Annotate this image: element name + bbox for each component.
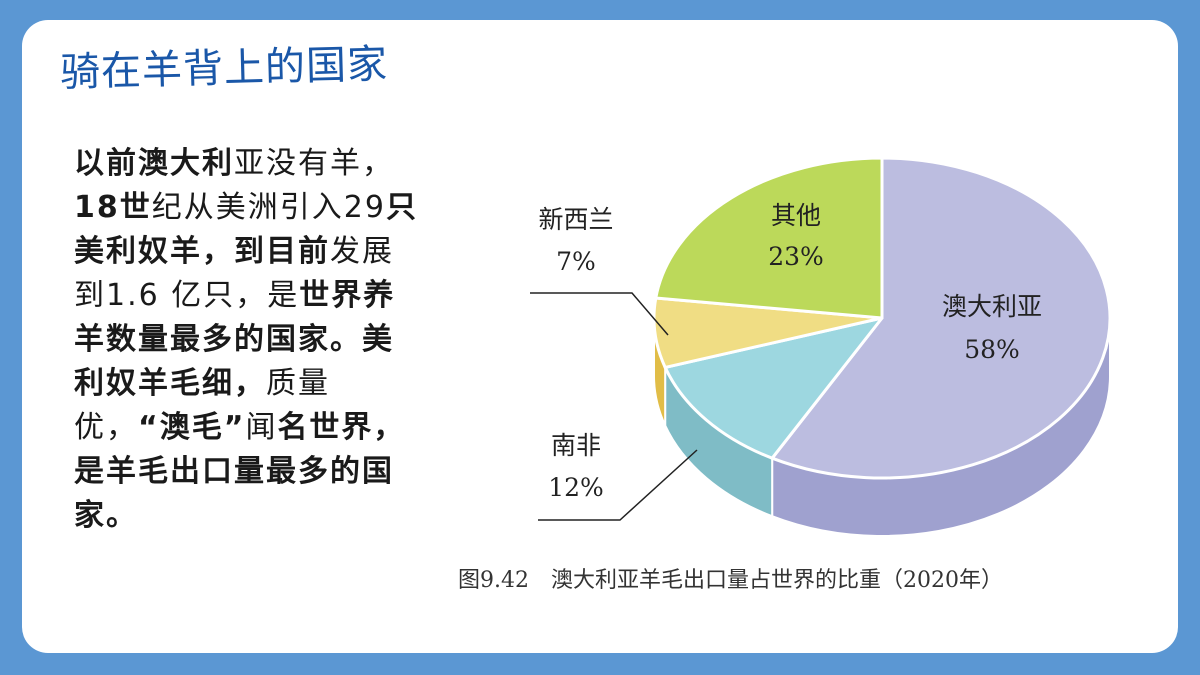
text-run: 只美利奴羊，到目前 xyxy=(74,190,418,269)
pie-slice-澳大利亚 xyxy=(770,156,1112,480)
chart-caption: 图9.42 澳大利亚羊毛出口量占世界的比重（2020年） xyxy=(458,568,1003,593)
pie-label-value: 7% xyxy=(556,247,596,276)
text-run: 质量优， xyxy=(74,366,330,445)
text-run: 亚没有羊， xyxy=(234,146,394,181)
pie-slice-南非 xyxy=(663,316,884,460)
text-run: 名世界，是羊毛出口量最多的国家。 xyxy=(74,410,406,533)
pie-label-name: 澳大利亚 xyxy=(942,292,1042,321)
pie-label-value: 58% xyxy=(964,335,1020,364)
pie-label-name: 其他 xyxy=(771,201,821,230)
pie-label-value: 12% xyxy=(548,473,604,502)
leader-line xyxy=(538,449,698,521)
leader-line xyxy=(530,292,669,336)
text-run: 闻 xyxy=(245,410,278,445)
text-run: “澳毛” xyxy=(138,410,246,445)
pie-slice-其他 xyxy=(654,156,884,320)
text-run: 世界养羊数量最多的国家。美利奴羊毛细， xyxy=(74,278,396,401)
text-run: 18世 xyxy=(74,190,152,225)
text-run: 以前澳大利 xyxy=(74,146,234,181)
pie-label-name: 新西兰 xyxy=(538,205,613,234)
pie-label-value: 23% xyxy=(768,242,824,271)
pie-label-name: 南非 xyxy=(551,431,601,460)
body-paragraph: 以前澳大利亚没有羊， 18世纪从美洲引入29只美利奴羊，到目前发展到1.6 亿只，… xyxy=(74,142,424,538)
text-run: 发展到1.6 亿只，是 xyxy=(74,234,394,313)
text-run: 纪从美洲引入29 xyxy=(151,190,386,225)
